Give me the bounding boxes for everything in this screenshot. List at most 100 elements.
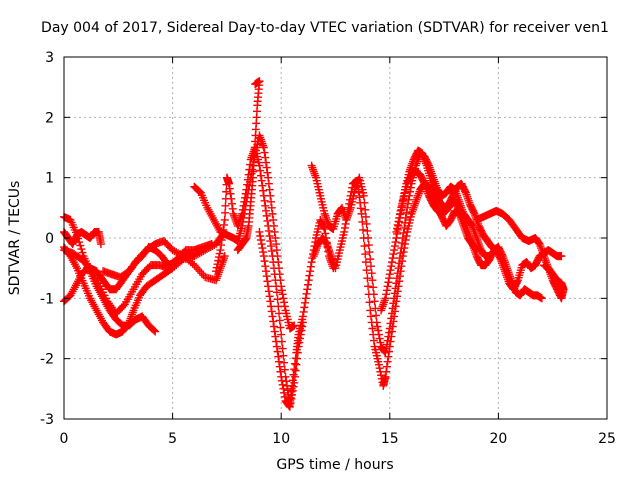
data-point — [260, 196, 269, 205]
data-point — [262, 163, 271, 172]
data-point — [225, 184, 234, 193]
data-point — [396, 206, 405, 215]
data-point — [402, 231, 411, 240]
data-series — [255, 227, 307, 411]
data-point — [382, 286, 391, 295]
data-point — [278, 380, 287, 389]
data-point — [263, 277, 272, 286]
data-point — [280, 358, 289, 367]
x-tick-label: 20 — [489, 431, 507, 447]
data-point — [217, 236, 226, 245]
data-point — [400, 244, 409, 253]
data-point — [188, 259, 197, 268]
data-point — [540, 261, 549, 270]
data-series — [60, 227, 105, 249]
data-point — [243, 175, 252, 184]
data-point — [246, 160, 255, 169]
data-point — [395, 272, 404, 281]
data-series — [190, 131, 299, 333]
axis-ticks: 0 5 10 15 20 25 -3 -2 -1 0 1 2 3 — [40, 50, 616, 447]
data-point — [296, 330, 305, 339]
y-tick-label: -3 — [40, 412, 54, 428]
data-point — [382, 290, 391, 299]
data-point — [305, 271, 314, 280]
data-point — [275, 316, 284, 325]
data-point — [215, 249, 224, 258]
data-point — [219, 225, 228, 234]
data-point — [302, 289, 311, 298]
data-points — [60, 77, 568, 411]
data-point — [268, 252, 277, 261]
data-point — [220, 252, 229, 261]
data-point — [390, 242, 399, 251]
y-tick-label: -1 — [40, 291, 54, 307]
data-point — [390, 307, 399, 316]
data-point — [197, 269, 206, 278]
data-point — [363, 226, 372, 235]
data-point — [292, 360, 301, 369]
data-point — [256, 171, 265, 180]
data-point — [216, 246, 225, 255]
data-point — [269, 258, 278, 267]
data-point — [213, 260, 222, 269]
data-point — [390, 312, 399, 321]
data-point — [255, 227, 264, 236]
data-point — [386, 337, 395, 346]
data-point — [274, 352, 283, 361]
data-point — [397, 203, 406, 212]
data-point — [259, 248, 268, 257]
data-point — [214, 253, 223, 262]
data-point — [394, 217, 403, 226]
data-point — [297, 326, 306, 335]
data-point — [261, 267, 270, 276]
data-point — [364, 282, 373, 291]
data-point — [365, 248, 374, 257]
y-tick-label: 0 — [45, 231, 54, 247]
data-point — [385, 274, 394, 283]
data-point — [290, 359, 299, 368]
data-point — [233, 246, 242, 255]
data-point — [214, 256, 223, 265]
data-point — [469, 208, 478, 217]
data-point — [346, 191, 355, 200]
data-point — [280, 365, 289, 374]
data-point — [355, 193, 364, 202]
data-point — [266, 237, 275, 246]
data-point — [361, 212, 370, 221]
y-tick-label: -2 — [40, 352, 54, 368]
data-point — [386, 266, 395, 275]
data-point — [192, 263, 201, 272]
data-point — [270, 327, 279, 336]
data-point — [368, 324, 377, 333]
data-point — [261, 158, 270, 167]
data-point — [270, 227, 279, 236]
data-point — [259, 252, 268, 261]
data-point — [272, 282, 281, 291]
data-point — [399, 248, 408, 257]
data-point — [360, 242, 369, 251]
data-point — [356, 204, 365, 213]
data-point — [301, 298, 310, 307]
data-point — [362, 219, 371, 228]
data-point — [374, 360, 383, 369]
data-point — [366, 255, 375, 264]
data-point — [276, 323, 285, 332]
data-point — [239, 201, 248, 210]
data-point — [290, 378, 299, 387]
data-point — [290, 365, 299, 374]
data-point — [278, 344, 287, 353]
data-point — [264, 221, 273, 230]
data-point — [557, 252, 566, 261]
data-point — [244, 170, 253, 179]
data-point — [84, 262, 93, 271]
data-point — [343, 211, 352, 220]
data-point — [359, 225, 368, 234]
data-point — [385, 342, 394, 351]
data-point — [372, 311, 381, 320]
data-point — [394, 282, 403, 291]
data-point — [259, 186, 268, 195]
data-point — [286, 398, 295, 407]
data-point — [391, 302, 400, 311]
data-point — [220, 220, 229, 229]
